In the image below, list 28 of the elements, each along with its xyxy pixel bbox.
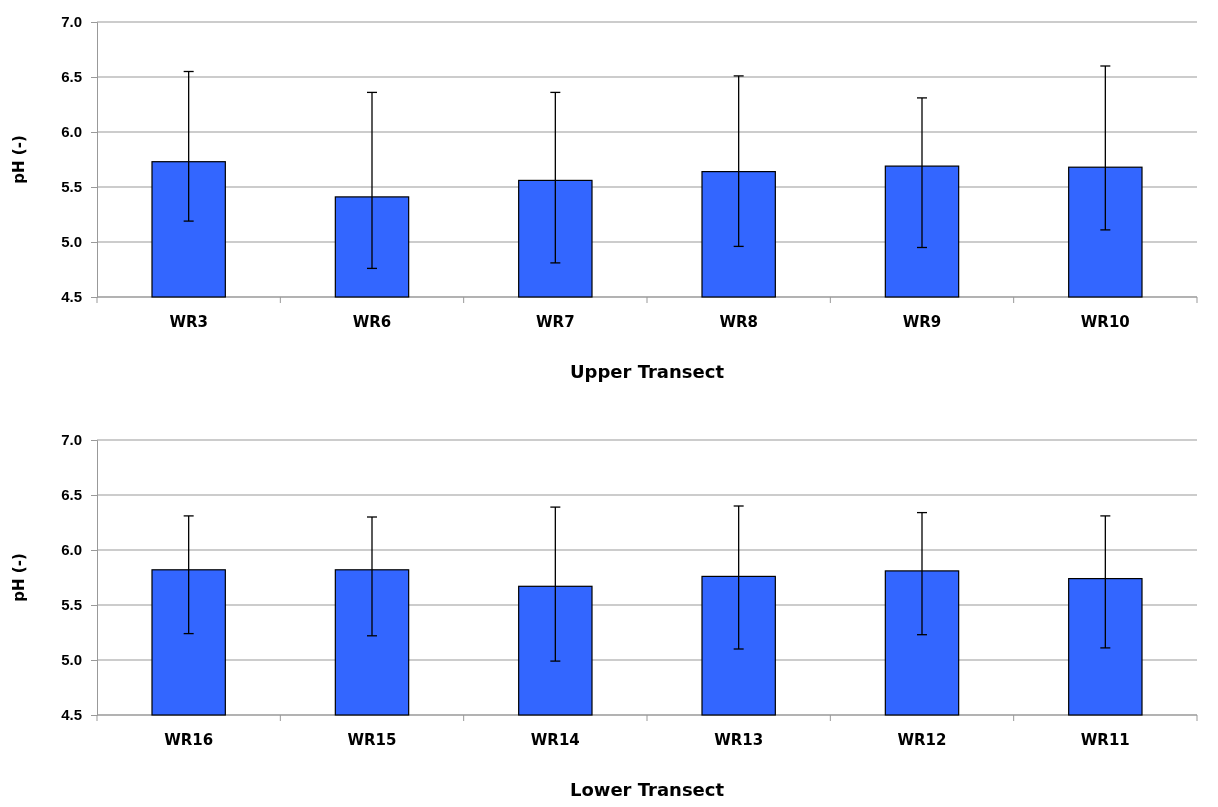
x-axis-title: Lower Transect bbox=[569, 779, 725, 800]
y-tick-label: 4.5 bbox=[61, 706, 82, 724]
x-tick-label: WR3 bbox=[169, 313, 208, 331]
y-tick-label: 5.0 bbox=[61, 651, 82, 669]
x-tick-label: WR11 bbox=[1080, 731, 1130, 749]
y-tick-label: 5.5 bbox=[61, 178, 82, 196]
y-tick-label: 6.5 bbox=[61, 486, 82, 504]
x-axis-title: Upper Transect bbox=[569, 361, 725, 382]
y-axis-title: pH (-) bbox=[10, 553, 28, 602]
x-tick-label: WR14 bbox=[530, 731, 580, 749]
x-tick-label: WR8 bbox=[719, 313, 758, 331]
x-tick-label: WR9 bbox=[902, 313, 942, 331]
x-tick-label: WR16 bbox=[164, 731, 214, 749]
y-tick-label: 7.0 bbox=[61, 13, 82, 31]
x-tick-label: WR10 bbox=[1080, 313, 1130, 331]
y-tick-label: 4.5 bbox=[61, 288, 82, 306]
y-tick-label: 5.0 bbox=[61, 233, 82, 251]
y-tick-label: 6.0 bbox=[61, 123, 82, 141]
y-tick-label: 6.5 bbox=[61, 68, 82, 86]
x-tick-label: WR7 bbox=[536, 313, 575, 331]
y-axis-title: pH (-) bbox=[10, 135, 28, 184]
x-tick-label: WR12 bbox=[897, 731, 947, 749]
y-tick-label: 5.5 bbox=[61, 596, 82, 614]
x-tick-label: WR13 bbox=[714, 731, 764, 749]
y-tick-label: 6.0 bbox=[61, 541, 82, 559]
x-tick-label: WR15 bbox=[347, 731, 397, 749]
y-tick-label: 7.0 bbox=[61, 431, 82, 449]
x-tick-label: WR6 bbox=[352, 313, 392, 331]
